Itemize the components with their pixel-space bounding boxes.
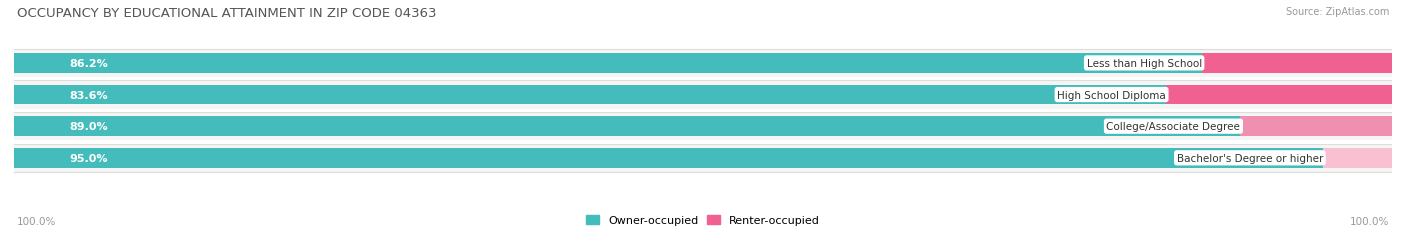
Bar	[1202, 54, 1392, 73]
Text: 100.0%: 100.0%	[17, 216, 56, 226]
Text: College/Associate Degree: College/Associate Degree	[1107, 122, 1240, 132]
Bar	[14, 144, 1392, 172]
Text: 95.0%: 95.0%	[69, 153, 108, 163]
Text: 83.6%: 83.6%	[69, 90, 108, 100]
Legend: Owner-occupied, Renter-occupied: Owner-occupied, Renter-occupied	[586, 215, 820, 225]
Text: 86.2%: 86.2%	[69, 59, 108, 69]
Bar	[14, 54, 1202, 73]
Text: Bachelor's Degree or higher: Bachelor's Degree or higher	[1177, 153, 1323, 163]
Bar	[14, 49, 1392, 78]
Text: Less than High School: Less than High School	[1087, 59, 1202, 69]
Bar	[14, 112, 1392, 141]
Text: Source: ZipAtlas.com: Source: ZipAtlas.com	[1285, 7, 1389, 17]
Text: 100.0%: 100.0%	[1350, 216, 1389, 226]
Text: High School Diploma: High School Diploma	[1057, 90, 1166, 100]
Bar	[1323, 148, 1392, 168]
Bar	[14, 85, 1166, 105]
Bar	[1240, 117, 1392, 136]
Bar	[14, 117, 1240, 136]
Bar	[14, 81, 1392, 109]
Bar	[14, 148, 1323, 168]
Text: 89.0%: 89.0%	[69, 122, 108, 132]
Text: OCCUPANCY BY EDUCATIONAL ATTAINMENT IN ZIP CODE 04363: OCCUPANCY BY EDUCATIONAL ATTAINMENT IN Z…	[17, 7, 436, 20]
Bar	[1166, 85, 1392, 105]
